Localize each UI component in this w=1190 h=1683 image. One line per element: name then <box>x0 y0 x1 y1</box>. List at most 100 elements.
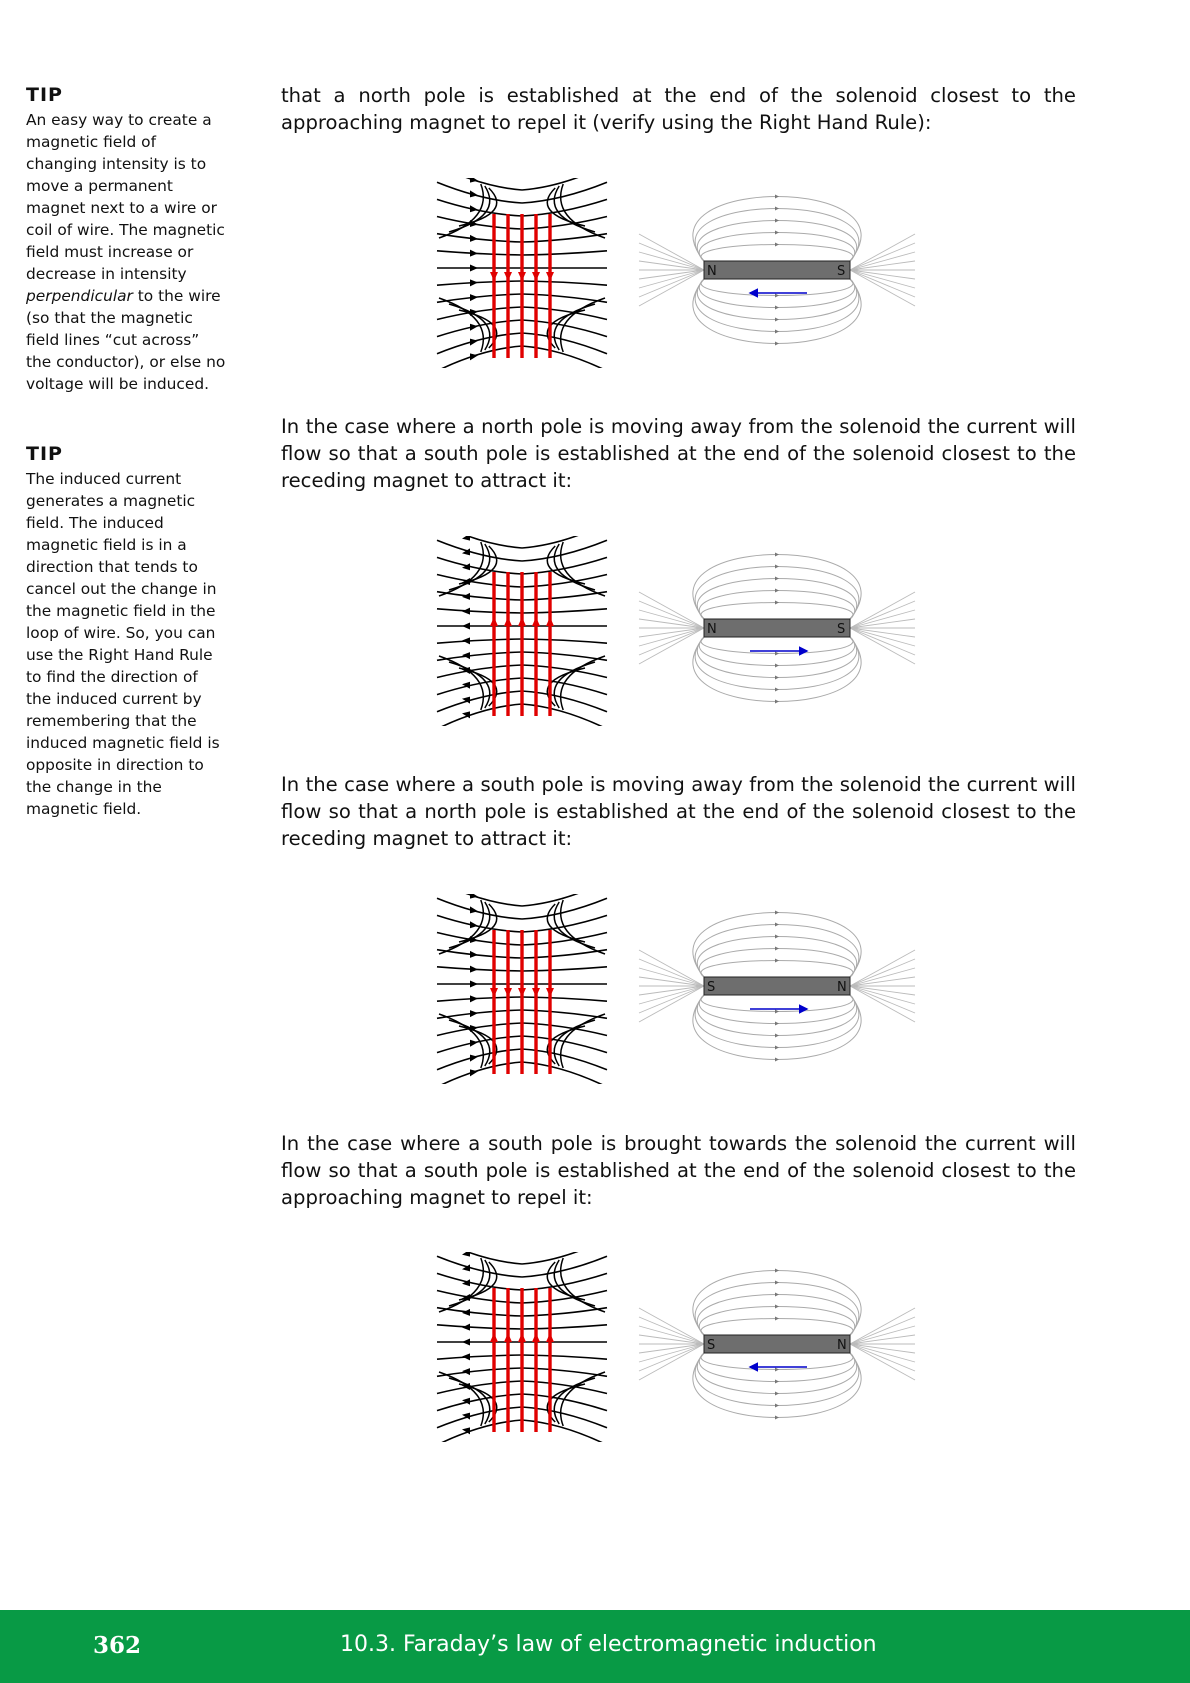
magnet-field-arrow <box>775 1057 779 1062</box>
field-line <box>436 539 523 562</box>
field-line <box>521 1380 608 1395</box>
field-line <box>521 1022 608 1037</box>
magnet-field-line <box>700 1318 854 1336</box>
field-line <box>521 539 608 562</box>
field-line <box>438 1371 485 1427</box>
current-arrow <box>504 272 512 281</box>
tip-heading: TIP <box>26 443 63 465</box>
magnet-field-line <box>638 1307 705 1345</box>
field-arrow <box>462 548 470 556</box>
field-line <box>559 183 606 239</box>
field-line <box>465 894 523 907</box>
field-line <box>559 1013 606 1069</box>
field-arrow <box>462 1308 470 1316</box>
tip-text-part: An easy way to create a magnetic field o… <box>26 111 225 283</box>
magnet-field-arrow <box>775 1367 779 1372</box>
magnet-field-line <box>849 1307 916 1345</box>
magnet-field-arrow <box>775 1292 779 1297</box>
field-line <box>521 1061 603 1084</box>
current-arrow <box>546 617 554 626</box>
magnet-field-arrow <box>775 341 779 346</box>
magnet-field-arrow <box>775 1033 779 1038</box>
magnet-field-arrow <box>775 293 779 298</box>
field-line <box>521 215 608 230</box>
current-arrow <box>532 272 540 281</box>
magnet-field-line <box>696 1352 858 1394</box>
magnet-field-arrow <box>775 910 779 915</box>
magnet-field-arrow <box>775 329 779 334</box>
tip-heading: TIP <box>26 84 63 106</box>
field-arrow <box>462 711 470 719</box>
magnet-field-line <box>638 627 705 638</box>
current-arrow <box>518 988 526 997</box>
magnet-field-line <box>849 1343 916 1354</box>
field-line <box>521 181 608 204</box>
field-line <box>438 899 485 955</box>
field-arrow <box>470 906 478 914</box>
field-arrow <box>462 1279 470 1287</box>
field-line <box>559 541 606 597</box>
magnet-field-line <box>638 269 705 289</box>
field-arrow <box>470 1039 478 1047</box>
field-line <box>436 1380 523 1395</box>
field-line <box>436 280 523 286</box>
field-arrow <box>462 563 470 571</box>
field-line <box>521 250 608 256</box>
field-arrow <box>470 294 478 302</box>
magnet-field-arrow <box>775 1403 779 1408</box>
field-line <box>441 1419 523 1442</box>
field-line <box>436 1255 523 1278</box>
magnet-field-line <box>849 985 916 1014</box>
field-arrow <box>470 1069 478 1077</box>
magnet-pole-label: S <box>837 622 845 637</box>
field-line <box>436 914 523 933</box>
current-arrow <box>490 272 498 281</box>
magnet-field-line <box>849 242 916 271</box>
field-line <box>521 1289 608 1304</box>
field-line <box>438 1257 485 1313</box>
magnet-field-line <box>638 618 705 629</box>
field-line <box>438 1013 485 1069</box>
magnet-field-arrow <box>775 1391 779 1396</box>
magnet-field-line <box>849 958 916 987</box>
field-arrow <box>470 190 478 198</box>
field-line <box>436 1022 523 1037</box>
magnet-field-arrow <box>775 687 779 692</box>
field-line <box>521 608 608 614</box>
solenoid-field <box>436 178 608 368</box>
magnet-field-line <box>849 600 916 629</box>
field-arrow <box>462 1323 470 1331</box>
magnet-field-line <box>849 627 916 638</box>
magnet-field-line <box>638 1316 705 1345</box>
field-line <box>521 1324 608 1330</box>
magnet-field-line <box>638 976 705 987</box>
field-arrow <box>462 607 470 615</box>
field-line <box>438 183 485 239</box>
current-arrow <box>546 272 554 281</box>
magnet-field-line <box>699 948 855 978</box>
body-paragraph: In the case where a south pole is moving… <box>281 773 1076 850</box>
page-footer: 362 10.3. Faraday’s law of electromagnet… <box>0 1610 1190 1683</box>
field-arrow <box>462 536 470 541</box>
current-arrow <box>532 617 540 626</box>
magnet-pole-label: N <box>837 980 847 995</box>
field-arrow <box>462 681 470 689</box>
magnet-field-line <box>849 269 916 280</box>
field-line <box>521 703 603 726</box>
field-line <box>521 677 608 696</box>
body-paragraph: In the case where a south pole is brough… <box>281 1132 1076 1209</box>
magnet-field-line <box>700 244 854 262</box>
magnet-field-line <box>849 985 916 1005</box>
field-arrow <box>470 234 478 242</box>
field-line <box>521 894 579 907</box>
magnet-field-line <box>696 994 858 1036</box>
tip-box-2: TIP The induced current generates a magn… <box>26 443 226 820</box>
field-line <box>436 1406 523 1429</box>
field-line <box>521 556 608 575</box>
body-paragraph: that a north pole is established at the … <box>281 84 1076 134</box>
magnet-field-line <box>699 232 855 262</box>
